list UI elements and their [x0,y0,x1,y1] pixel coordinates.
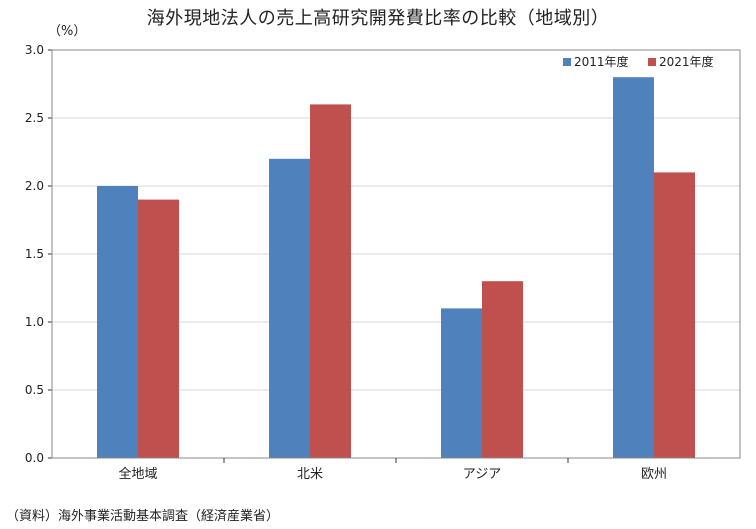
y-axis-unit: （%） [48,24,87,39]
legend-label-2: 2021年度 [659,54,714,69]
bar-2-3 [482,281,523,458]
y-tick-label: 0.5 [25,383,44,397]
chart-title: 海外現地法人の売上高研究開発費比率の比較（地域別） [146,8,610,29]
bar-1-2 [269,158,310,459]
x-tick-label: 欧州 [641,467,667,482]
bar-2-1 [138,199,179,458]
bar-1-3 [441,308,482,458]
bar-2-4 [654,172,695,458]
source-note: （資料）海外事業活動基本調査（経済産業省） [6,509,280,524]
bar-2-2 [310,104,351,459]
axes: 0.0 0.5 1.0 1.5 2.0 2.5 3.0 全地域 北米 アジア 欧州 [25,43,741,482]
x-tick-label: 北米 [297,467,323,482]
y-tick-label: 2.5 [25,111,44,125]
y-tick-label: 0.0 [25,451,44,465]
legend-label-1: 2011年度 [574,54,629,69]
y-tick-label: 2.0 [25,179,44,193]
bar-1-1 [97,186,138,458]
legend-swatch-1 [563,58,571,66]
y-tick-label: 3.0 [25,43,44,57]
bars [97,77,695,459]
legend-swatch-2 [648,58,656,66]
legend: 2011年度 2021年度 [563,54,714,69]
x-tick-label: 全地域 [118,466,157,482]
y-tick-label: 1.0 [25,315,44,329]
bar-1-4 [613,77,654,458]
x-tick-label: アジア [463,467,501,482]
y-tick-label: 1.5 [25,247,44,261]
